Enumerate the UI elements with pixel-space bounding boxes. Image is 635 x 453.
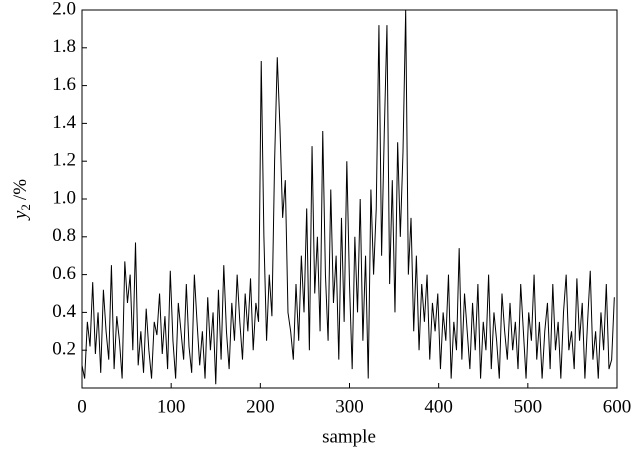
x-tick-label: 0: [77, 396, 87, 417]
x-tick-label: 600: [603, 396, 632, 417]
y-tick-label: 0.2: [52, 339, 76, 360]
y-tick-label: 1.4: [52, 112, 76, 133]
y-tick-label: 0.4: [52, 301, 76, 322]
y-label-main: y: [10, 210, 31, 221]
x-tick-label: 300: [335, 396, 364, 417]
x-axis-label: sample: [322, 426, 376, 447]
x-tick-label: 500: [514, 396, 543, 417]
x-tick-label: 100: [157, 396, 186, 417]
y-tick-label: 1.6: [52, 74, 76, 95]
y-tick-label: 2.0: [52, 0, 76, 19]
y-tick-label: 1.0: [52, 187, 76, 208]
y-tick-label: 1.8: [52, 36, 76, 57]
plot-frame: [81, 9, 618, 389]
y-label-unit: /%: [10, 179, 31, 200]
y-axis-label: y2 /%: [10, 179, 33, 221]
data-line: [81, 9, 615, 385]
x-tick-label: 200: [246, 396, 275, 417]
y-tick-label: 1.2: [52, 150, 76, 171]
y-label-sub: 2: [18, 204, 33, 211]
x-tick-label: 400: [424, 396, 453, 417]
y-tick-label: 0.8: [52, 225, 76, 246]
y-tick-label: 0.6: [52, 263, 76, 284]
